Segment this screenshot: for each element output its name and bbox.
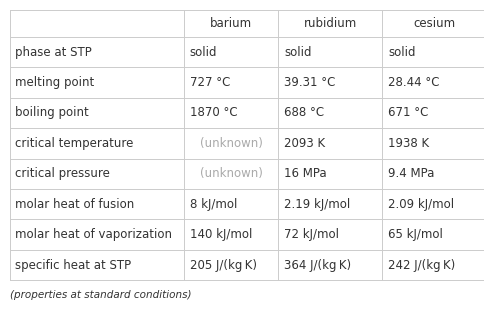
Text: 2.09 kJ/mol: 2.09 kJ/mol xyxy=(388,198,454,211)
Text: (unknown): (unknown) xyxy=(200,167,262,180)
Text: 688 °C: 688 °C xyxy=(284,107,324,119)
Text: critical temperature: critical temperature xyxy=(15,137,134,150)
Text: 1938 K: 1938 K xyxy=(388,137,429,150)
Text: 364 J/(kg K): 364 J/(kg K) xyxy=(284,259,351,271)
Text: 242 J/(kg K): 242 J/(kg K) xyxy=(388,259,455,271)
Text: 727 °C: 727 °C xyxy=(190,76,230,89)
Text: phase at STP: phase at STP xyxy=(15,46,92,59)
Text: molar heat of vaporization: molar heat of vaporization xyxy=(15,228,172,241)
Text: 8 kJ/mol: 8 kJ/mol xyxy=(190,198,237,211)
Text: 205 J/(kg K): 205 J/(kg K) xyxy=(190,259,257,271)
Text: critical pressure: critical pressure xyxy=(15,167,110,180)
Text: solid: solid xyxy=(388,46,416,59)
Text: 671 °C: 671 °C xyxy=(388,107,428,119)
Text: 72 kJ/mol: 72 kJ/mol xyxy=(284,228,339,241)
Text: boiling point: boiling point xyxy=(15,107,89,119)
Text: solid: solid xyxy=(284,46,312,59)
Text: cesium: cesium xyxy=(413,17,455,30)
Text: 65 kJ/mol: 65 kJ/mol xyxy=(388,228,443,241)
Text: (unknown): (unknown) xyxy=(200,137,262,150)
Text: 1870 °C: 1870 °C xyxy=(190,107,237,119)
Text: 39.31 °C: 39.31 °C xyxy=(284,76,335,89)
Text: 28.44 °C: 28.44 °C xyxy=(388,76,439,89)
Text: specific heat at STP: specific heat at STP xyxy=(15,259,132,271)
Text: (properties at standard conditions): (properties at standard conditions) xyxy=(10,290,191,300)
Text: barium: barium xyxy=(210,17,252,30)
Text: melting point: melting point xyxy=(15,76,95,89)
Text: solid: solid xyxy=(190,46,217,59)
Text: 9.4 MPa: 9.4 MPa xyxy=(388,167,435,180)
Text: molar heat of fusion: molar heat of fusion xyxy=(15,198,135,211)
Text: 2093 K: 2093 K xyxy=(284,137,325,150)
Text: 16 MPa: 16 MPa xyxy=(284,167,327,180)
Text: 2.19 kJ/mol: 2.19 kJ/mol xyxy=(284,198,350,211)
Text: 140 kJ/mol: 140 kJ/mol xyxy=(190,228,252,241)
Text: rubidium: rubidium xyxy=(303,17,357,30)
